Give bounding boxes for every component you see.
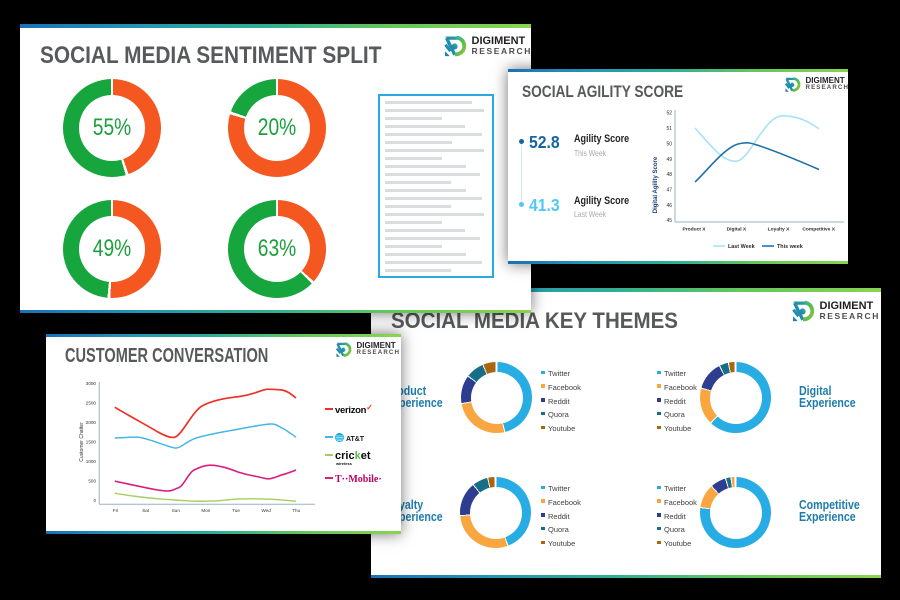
- svg-text:Customer Chatter: Customer Chatter: [79, 422, 85, 462]
- svg-text:Last Week: Last Week: [728, 244, 755, 250]
- svg-text:45: 45: [666, 218, 672, 224]
- svg-text:Sun: Sun: [172, 508, 181, 513]
- svg-text:500: 500: [88, 478, 96, 483]
- svg-text:52: 52: [666, 111, 672, 117]
- svg-text:Wed: Wed: [261, 508, 271, 513]
- svg-text:46: 46: [666, 203, 672, 209]
- svg-text:51: 51: [666, 126, 672, 132]
- svg-text:Sat: Sat: [142, 508, 150, 513]
- svg-text:48: 48: [666, 172, 672, 178]
- svg-text:1500: 1500: [86, 439, 97, 444]
- svg-text:0: 0: [93, 498, 96, 503]
- svg-text:Product X: Product X: [682, 227, 706, 233]
- svg-text:2000: 2000: [86, 420, 97, 425]
- svg-text:Competitive X: Competitive X: [802, 227, 835, 233]
- svg-text:50: 50: [666, 141, 672, 147]
- svg-text:47: 47: [666, 188, 672, 194]
- svg-text:2500: 2500: [86, 400, 97, 405]
- svg-text:49: 49: [666, 157, 672, 163]
- svg-text:3000: 3000: [86, 381, 97, 386]
- svg-text:Thu: Thu: [292, 508, 300, 513]
- svg-text:1000: 1000: [86, 459, 97, 464]
- svg-text:Digital X: Digital X: [727, 227, 747, 233]
- svg-text:Tue: Tue: [232, 508, 240, 513]
- svg-text:Fri: Fri: [113, 508, 118, 513]
- svg-text:Loyalty X: Loyalty X: [768, 227, 790, 233]
- svg-text:Mon: Mon: [201, 508, 210, 513]
- svg-text:Digital Agility Score: Digital Agility Score: [653, 156, 659, 213]
- svg-text:This week: This week: [777, 244, 803, 250]
